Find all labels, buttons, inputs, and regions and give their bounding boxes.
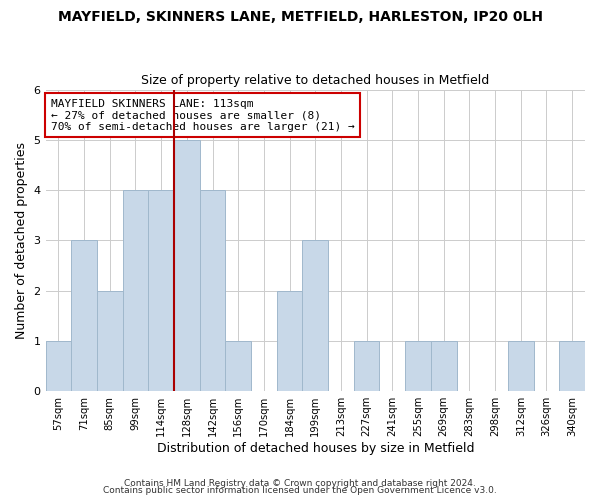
X-axis label: Distribution of detached houses by size in Metfield: Distribution of detached houses by size … (157, 442, 474, 455)
Bar (148, 190, 174, 391)
Title: Size of property relative to detached houses in Metfield: Size of property relative to detached ho… (141, 74, 490, 87)
Bar (277, 290, 302, 391)
Text: Contains HM Land Registry data © Crown copyright and database right 2024.: Contains HM Land Registry data © Crown c… (124, 478, 476, 488)
Bar (122, 190, 148, 391)
Y-axis label: Number of detached properties: Number of detached properties (15, 142, 28, 339)
Bar (431, 341, 457, 391)
Text: Contains public sector information licensed under the Open Government Licence v3: Contains public sector information licen… (103, 486, 497, 495)
Bar (559, 341, 585, 391)
Bar (302, 240, 328, 391)
Bar (508, 341, 533, 391)
Bar (405, 341, 431, 391)
Bar (354, 341, 379, 391)
Bar (71, 240, 97, 391)
Bar (46, 341, 71, 391)
Bar (97, 290, 122, 391)
Text: MAYFIELD, SKINNERS LANE, METFIELD, HARLESTON, IP20 0LH: MAYFIELD, SKINNERS LANE, METFIELD, HARLE… (58, 10, 542, 24)
Bar (226, 341, 251, 391)
Bar (200, 190, 226, 391)
Text: MAYFIELD SKINNERS LANE: 113sqm
← 27% of detached houses are smaller (8)
70% of s: MAYFIELD SKINNERS LANE: 113sqm ← 27% of … (51, 98, 355, 132)
Bar (174, 140, 200, 391)
